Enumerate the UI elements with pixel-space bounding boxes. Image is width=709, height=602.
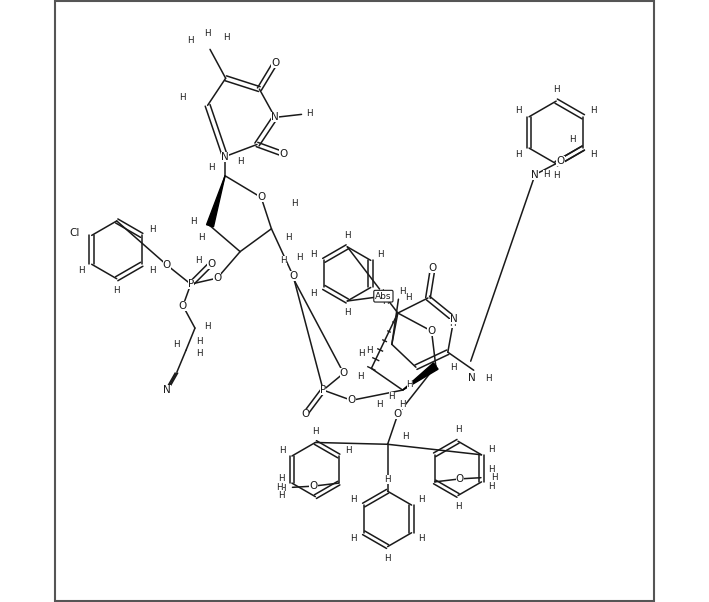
Text: H: H <box>357 372 364 380</box>
Text: H: H <box>279 446 285 455</box>
Text: H: H <box>485 374 491 382</box>
Text: H: H <box>488 483 495 492</box>
Text: H: H <box>569 135 576 143</box>
Text: H: H <box>198 234 204 242</box>
Text: O: O <box>162 260 171 270</box>
Text: H: H <box>515 107 522 115</box>
Text: H: H <box>276 483 283 492</box>
Text: H: H <box>489 482 495 491</box>
Text: H: H <box>344 308 350 317</box>
Text: H: H <box>203 322 211 330</box>
Text: H: H <box>350 534 357 543</box>
Text: H: H <box>377 250 384 259</box>
Text: H: H <box>113 287 120 295</box>
Text: H: H <box>296 253 303 262</box>
Text: H: H <box>78 266 84 275</box>
Text: H: H <box>542 170 549 179</box>
Text: H: H <box>382 297 389 305</box>
Text: P: P <box>188 279 194 289</box>
Text: O: O <box>207 259 216 268</box>
Text: N: N <box>163 385 171 395</box>
Polygon shape <box>206 176 225 227</box>
Text: H: H <box>377 289 384 297</box>
Text: N: N <box>271 113 279 122</box>
Text: O: O <box>429 263 437 273</box>
Text: H: H <box>450 363 457 371</box>
Text: O: O <box>301 409 309 419</box>
Text: N: N <box>531 170 539 179</box>
Text: H: H <box>591 107 597 115</box>
Text: N: N <box>450 314 458 324</box>
Text: O: O <box>179 301 187 311</box>
Text: O: O <box>557 157 564 166</box>
Text: H: H <box>291 199 298 208</box>
Text: H: H <box>488 445 495 453</box>
Text: H: H <box>384 476 391 484</box>
Text: H: H <box>491 473 498 482</box>
Text: H: H <box>376 400 383 409</box>
Text: H: H <box>384 554 391 562</box>
Text: H: H <box>279 485 285 493</box>
Text: H: H <box>285 234 291 242</box>
Text: H: H <box>515 150 522 158</box>
Text: H: H <box>449 320 455 328</box>
Text: H: H <box>311 250 317 259</box>
Text: O: O <box>213 273 221 283</box>
Text: O: O <box>456 474 464 484</box>
Text: H: H <box>418 495 425 504</box>
Text: H: H <box>399 400 406 409</box>
Text: N: N <box>221 152 229 161</box>
Text: O: O <box>257 193 265 202</box>
Text: H: H <box>223 33 230 42</box>
Text: O: O <box>289 271 297 281</box>
Text: O: O <box>428 326 436 336</box>
Text: O: O <box>279 149 288 159</box>
Text: H: H <box>454 503 462 511</box>
Text: H: H <box>174 340 180 349</box>
Text: H: H <box>367 346 373 355</box>
Text: H: H <box>149 266 155 275</box>
Text: O: O <box>347 396 356 405</box>
Text: H: H <box>279 474 285 483</box>
Text: O: O <box>393 409 402 419</box>
Text: H: H <box>454 426 462 434</box>
Text: H: H <box>208 163 215 172</box>
Text: P: P <box>320 385 326 395</box>
Text: H: H <box>203 29 211 37</box>
Text: H: H <box>237 157 243 166</box>
Text: H: H <box>179 93 186 102</box>
Text: H: H <box>279 491 285 500</box>
Text: H: H <box>345 446 352 455</box>
Text: O: O <box>309 481 318 491</box>
Text: H: H <box>359 350 365 358</box>
Text: H: H <box>350 495 357 504</box>
Text: H: H <box>406 380 413 388</box>
Text: H: H <box>190 217 196 226</box>
Text: H: H <box>306 109 313 117</box>
Text: H: H <box>403 432 409 441</box>
Text: H: H <box>406 294 412 302</box>
Text: H: H <box>389 392 395 400</box>
Text: H: H <box>196 350 203 358</box>
Text: H: H <box>344 231 350 240</box>
Text: H: H <box>418 534 425 543</box>
Text: H: H <box>489 465 495 474</box>
Text: H: H <box>553 85 559 93</box>
Text: H: H <box>553 172 559 180</box>
Text: Cl: Cl <box>69 228 80 238</box>
Text: H: H <box>312 427 318 435</box>
Text: H: H <box>399 287 406 296</box>
Text: H: H <box>591 150 597 158</box>
Text: H: H <box>195 256 201 264</box>
Text: H: H <box>149 225 155 234</box>
Text: O: O <box>340 368 348 378</box>
Text: H: H <box>280 256 286 264</box>
Text: H: H <box>187 37 194 45</box>
Text: Abs: Abs <box>375 292 391 300</box>
Text: H: H <box>196 338 203 346</box>
Text: O: O <box>271 58 279 68</box>
Text: H: H <box>311 289 317 297</box>
Text: N: N <box>468 373 476 383</box>
Polygon shape <box>403 363 438 390</box>
